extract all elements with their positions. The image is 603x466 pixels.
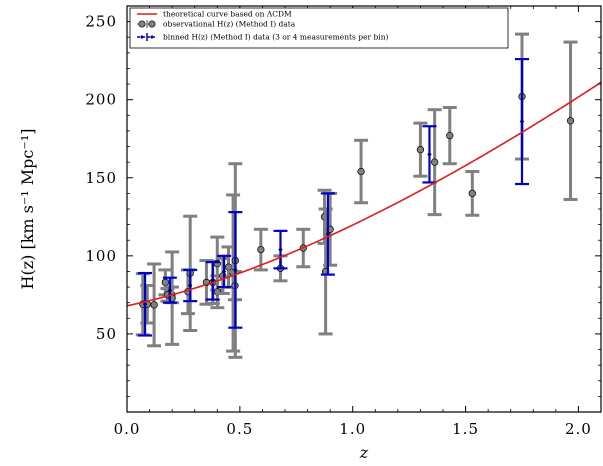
data-point [515, 57, 529, 186]
theory-curve-layer [127, 81, 601, 307]
legend-swatch-observational [137, 20, 157, 28]
data-point [205, 260, 220, 301]
data-point [413, 121, 428, 178]
data-point [253, 227, 268, 272]
x-tick-label: 1.5 [452, 420, 479, 438]
legend: theoretical curve based on ΛCDM observat… [129, 7, 509, 49]
legend-box [129, 7, 509, 49]
data-point [442, 106, 457, 166]
data-point [183, 268, 198, 303]
data-point [465, 170, 480, 217]
x-tick-label: 2.0 [565, 420, 592, 438]
plot-area [127, 6, 601, 412]
y-tick-label: 100 [85, 247, 117, 265]
y-tick-label: 250 [85, 13, 117, 31]
legend-swatch-binned [137, 33, 157, 41]
data-point [138, 271, 153, 337]
data-point [228, 211, 243, 329]
y-tick-label: 200 [85, 91, 117, 109]
x-tick-label: 1.0 [339, 420, 366, 438]
legend-label-observational: observational H(z) (Method I) data [163, 20, 296, 29]
data-point [320, 192, 335, 276]
theory-curve [127, 81, 601, 307]
legend-label-theory: theoretical curve based on ΛCDM [163, 10, 292, 19]
data-point [147, 262, 162, 348]
y-axis-label: H(z) [km s⁻¹ Mpc⁻¹] [18, 129, 37, 290]
y-tick-label: 150 [85, 169, 117, 187]
plot-frame [126, 5, 602, 413]
y-tick-label: 50 [96, 325, 117, 343]
x-tick-label: 0.5 [226, 420, 253, 438]
data-point [354, 138, 369, 205]
data-point [273, 229, 288, 270]
data-point [162, 276, 177, 304]
x-axis-label: z [359, 443, 369, 462]
binned-data-layer [138, 57, 529, 337]
legend-label-binned: binned H(z) (Method I) data (3 or 4 meas… [163, 33, 389, 42]
data-point [217, 254, 232, 289]
data-point [563, 40, 578, 201]
x-tick-label: 0.0 [114, 420, 141, 438]
